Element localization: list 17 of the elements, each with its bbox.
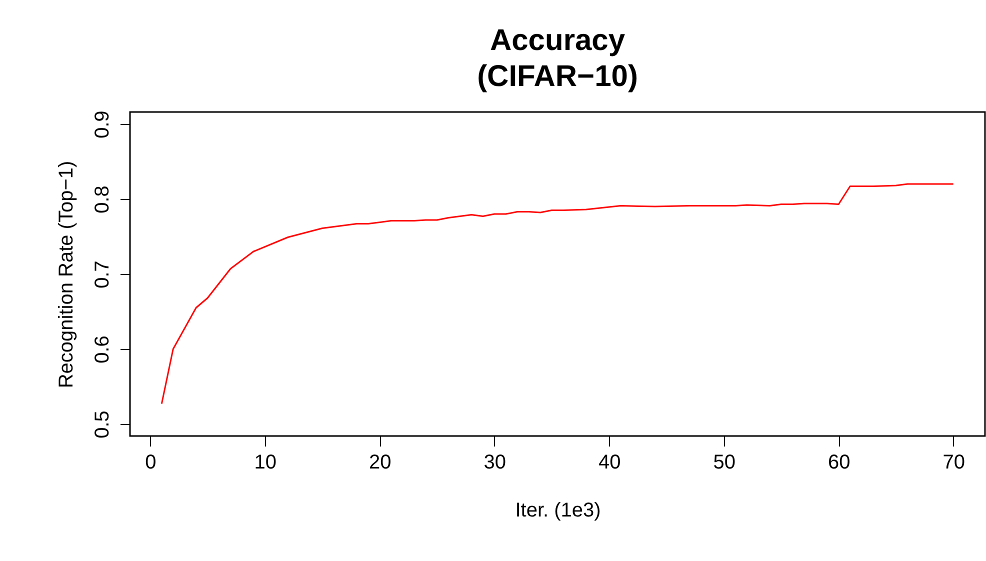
y-tick-label: 0.6 (92, 336, 114, 364)
x-tick-label: 0 (145, 452, 156, 474)
x-tick-label: 60 (828, 452, 850, 474)
y-axis-title: Recognition Rate (Top−1) (56, 160, 78, 388)
x-tick-label: 40 (598, 452, 621, 474)
y-tick-label: 0.5 (92, 410, 114, 438)
chart-title: Accuracy (CIFAR−10) (477, 24, 638, 94)
line-series (160, 183, 954, 404)
x-tick-label: 50 (713, 452, 736, 474)
x-tick-label: 10 (254, 452, 277, 474)
x-tick-label: 30 (484, 452, 506, 474)
y-tick-label: 0.7 (92, 260, 114, 288)
y-tick-label: 0.9 (92, 110, 114, 138)
x-tick-label: 70 (942, 452, 965, 474)
x-tick-label: 20 (369, 452, 392, 474)
x-axis-title: Iter. (1e3) (515, 500, 601, 522)
y-tick-label: 0.8 (92, 186, 114, 214)
